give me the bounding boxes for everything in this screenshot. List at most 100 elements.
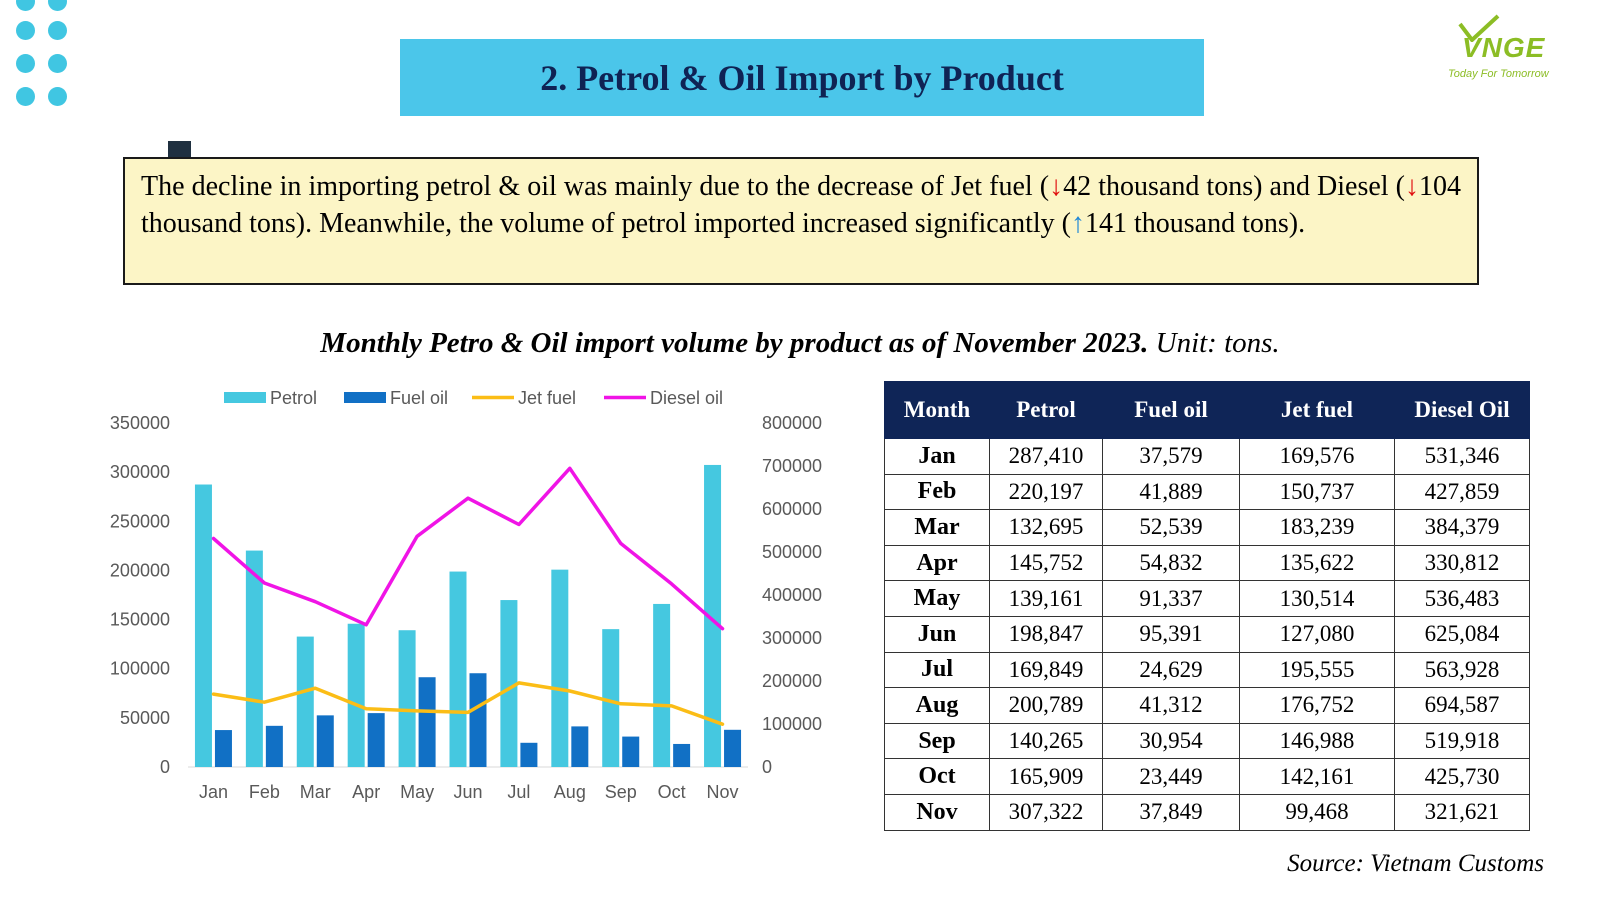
fuel-oil-bar (673, 743, 691, 767)
value-cell: 150,737 (1239, 473, 1395, 511)
value-cell: 139,161 (989, 580, 1103, 617)
decor-dot (48, 54, 67, 73)
y-left-tick-label: 0 (160, 757, 170, 777)
petrol-bar (296, 636, 314, 767)
note-text-part: 42 thousand tons) and Diesel ( (1063, 171, 1406, 202)
month-cell: Apr (884, 544, 990, 582)
petrol-bar (194, 484, 212, 767)
note-text-part: The decline in importing petrol & oil wa… (141, 171, 1050, 202)
month-cell: Jun (884, 615, 990, 653)
title-banner: 2. Petrol & Oil Import by Product (400, 39, 1204, 116)
month-cell: Jan (884, 438, 990, 475)
y-right-tick-label: 800000 (762, 413, 822, 433)
value-cell: 127,080 (1239, 615, 1395, 653)
y-right-tick-label: 600000 (762, 499, 822, 519)
value-cell: 694,587 (1394, 687, 1530, 724)
value-cell: 41,889 (1102, 473, 1240, 511)
x-tick-label: Oct (658, 782, 686, 802)
y-left-tick-label: 100000 (110, 659, 170, 679)
header-petrol: Petrol (989, 381, 1103, 439)
y-right-tick-label: 0 (762, 757, 772, 777)
y-right-tick-label: 500000 (762, 542, 822, 562)
legend-swatch (344, 392, 386, 403)
y-right-tick-label: 300000 (762, 628, 822, 648)
table-row: Aug 200,789 41,312 176,752 694,587 (884, 687, 1530, 724)
legend-label: Diesel oil (650, 388, 723, 408)
table-row: Feb 220,197 41,889 150,737 427,859 (884, 473, 1530, 511)
decor-dot (48, 0, 67, 11)
x-tick-label: Jan (199, 782, 228, 802)
petrol-bar (347, 623, 365, 767)
value-cell: 425,730 (1394, 758, 1530, 795)
table-row: Jan 287,410 37,579 169,576 531,346 (884, 438, 1530, 475)
company-logo: VNGE Today For Tomorrow (1440, 8, 1590, 88)
value-cell: 384,379 (1394, 509, 1530, 546)
table-row: Jun 198,847 95,391 127,080 625,084 (884, 615, 1530, 653)
month-cell: Aug (884, 687, 990, 724)
table-row: Mar 132,695 52,539 183,239 384,379 (884, 509, 1530, 546)
value-cell: 145,752 (989, 544, 1103, 582)
value-cell: 198,847 (989, 615, 1103, 653)
decorative-dots (12, 0, 72, 110)
petrol-bar (602, 629, 620, 767)
fuel-oil-bar (724, 729, 742, 767)
down-arrow-icon: ↓ (1405, 171, 1420, 202)
diesel-oil-line (211, 466, 725, 631)
x-tick-label: Apr (352, 782, 380, 802)
decor-dot (16, 0, 35, 11)
source-note: Source: Vietnam Customs (1287, 850, 1544, 877)
x-tick-label: Jul (507, 782, 530, 802)
value-cell: 625,084 (1394, 615, 1530, 653)
value-cell: 176,752 (1239, 687, 1395, 724)
month-cell: Oct (884, 758, 990, 795)
value-cell: 519,918 (1394, 722, 1530, 760)
logo-swoosh-icon (1458, 14, 1500, 42)
value-cell: 142,161 (1239, 758, 1395, 795)
y-right-tick-label: 700000 (762, 456, 822, 476)
fuel-oil-bar (520, 742, 538, 767)
chart-subtitle: Monthly Petro & Oil import volume by pro… (0, 327, 1600, 360)
value-cell: 37,579 (1102, 438, 1240, 475)
value-cell: 41,312 (1102, 687, 1240, 724)
value-cell: 195,555 (1239, 651, 1395, 689)
petrol-bar (398, 630, 416, 767)
petrol-bar (245, 550, 263, 767)
decor-dot (48, 21, 67, 40)
subtitle-main: Monthly Petro & Oil import volume by pro… (320, 327, 1149, 359)
x-tick-label: Aug (554, 782, 586, 802)
value-cell: 54,832 (1102, 544, 1240, 582)
y-left-tick-label: 350000 (110, 413, 170, 433)
table-row: Sep 140,265 30,954 146,988 519,918 (884, 722, 1530, 760)
value-cell: 99,468 (1239, 793, 1395, 831)
header-diesel-oil: Diesel Oil (1394, 381, 1530, 439)
petrol-bar (653, 603, 671, 767)
table-row: Apr 145,752 54,832 135,622 330,812 (884, 544, 1530, 582)
x-tick-label: Nov (707, 782, 739, 802)
y-right-tick-label: 400000 (762, 585, 822, 605)
page-title: 2. Petrol & Oil Import by Product (540, 57, 1064, 98)
y-left-tick-label: 50000 (120, 708, 170, 728)
x-tick-label: Sep (605, 782, 637, 802)
value-cell: 220,197 (989, 473, 1103, 511)
value-cell: 169,576 (1239, 438, 1395, 475)
value-cell: 536,483 (1394, 580, 1530, 617)
value-cell: 91,337 (1102, 580, 1240, 617)
value-cell: 130,514 (1239, 580, 1395, 617)
value-cell: 169,849 (989, 651, 1103, 689)
value-cell: 307,322 (989, 793, 1103, 831)
y-right-tick-label: 100000 (762, 714, 822, 734)
value-cell: 30,954 (1102, 722, 1240, 760)
decor-dot (48, 87, 67, 106)
x-tick-label: Mar (300, 782, 331, 802)
month-cell: Nov (884, 793, 990, 831)
y-right-tick-label: 200000 (762, 671, 822, 691)
value-cell: 146,988 (1239, 722, 1395, 760)
value-cell: 287,410 (989, 438, 1103, 475)
table-row: May 139,161 91,337 130,514 536,483 (884, 580, 1530, 617)
table-body: Jan 287,410 37,579 169,576 531,346 Feb 220,197… (884, 438, 1530, 831)
y-left-tick-label: 300000 (110, 462, 170, 482)
petrol-bar (500, 600, 518, 767)
value-cell: 24,629 (1102, 651, 1240, 689)
fuel-oil-bar (418, 677, 436, 767)
petrol-bar (704, 464, 722, 767)
